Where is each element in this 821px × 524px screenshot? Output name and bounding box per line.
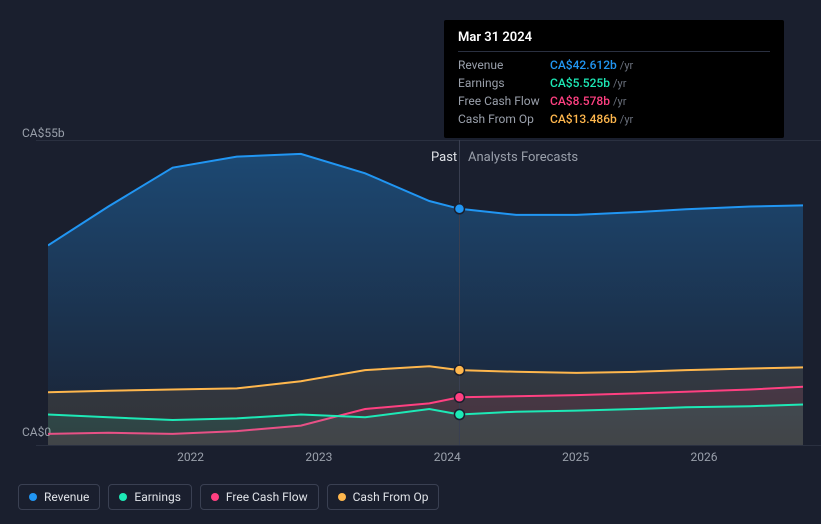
legend-label: Earnings <box>134 490 181 504</box>
chart-plot-area[interactable] <box>48 130 803 445</box>
x-axis-label: 2025 <box>562 450 589 464</box>
legend-label: Revenue <box>44 490 89 504</box>
legend-label: Cash From Op <box>353 490 429 504</box>
legend-label: Free Cash Flow <box>226 490 308 504</box>
tooltip-metric-label: Earnings <box>458 76 550 90</box>
forecast-label: Analysts Forecasts <box>468 150 578 165</box>
x-axis-label: 2026 <box>690 450 717 464</box>
revenue-marker <box>454 204 464 214</box>
tooltip-value: CA$5.525b <box>550 76 610 90</box>
legend-item-cash-from-op[interactable]: Cash From Op <box>327 484 440 510</box>
tooltip-unit: /yr <box>620 113 633 126</box>
chart-tooltip: Mar 31 2024 RevenueCA$42.612b/yrEarnings… <box>444 20 784 138</box>
gridline-bottom <box>36 445 821 446</box>
legend-dot-icon <box>29 493 37 501</box>
past-label: Past <box>431 150 457 165</box>
x-axis-label: 2022 <box>177 450 204 464</box>
x-axis: 2022 2023 2024 2025 2026 <box>66 450 821 470</box>
tooltip-unit: /yr <box>613 95 626 108</box>
legend-dot-icon <box>119 493 127 501</box>
legend-item-free-cash-flow[interactable]: Free Cash Flow <box>200 484 319 510</box>
legend-item-revenue[interactable]: Revenue <box>18 484 100 510</box>
legend-item-earnings[interactable]: Earnings <box>108 484 192 510</box>
tooltip-metric-label: Free Cash Flow <box>458 94 550 108</box>
tooltip-row: Cash From OpCA$13.486b/yr <box>458 110 770 128</box>
chart-legend: Revenue Earnings Free Cash Flow Cash From O… <box>18 484 439 510</box>
tooltip-value: CA$42.612b <box>550 58 617 72</box>
tooltip-metric-label: Cash From Op <box>458 112 550 126</box>
tooltip-row: RevenueCA$42.612b/yr <box>458 56 770 74</box>
tooltip-metric-label: Revenue <box>458 58 550 72</box>
cfo-marker <box>454 365 464 375</box>
tooltip-row: EarningsCA$5.525b/yr <box>458 74 770 92</box>
earnings-marker <box>454 410 464 420</box>
y-axis-min-label: CA$0 <box>22 425 51 439</box>
tooltip-unit: /yr <box>613 77 626 90</box>
fcf-marker <box>454 392 464 402</box>
tooltip-value: CA$8.578b <box>550 94 610 108</box>
tooltip-value: CA$13.486b <box>550 112 617 126</box>
tooltip-date: Mar 31 2024 <box>458 30 770 52</box>
x-axis-label: 2024 <box>434 450 461 464</box>
x-axis-label: 2023 <box>305 450 332 464</box>
legend-dot-icon <box>211 493 219 501</box>
tooltip-unit: /yr <box>620 59 633 72</box>
tooltip-row: Free Cash FlowCA$8.578b/yr <box>458 92 770 110</box>
legend-dot-icon <box>338 493 346 501</box>
